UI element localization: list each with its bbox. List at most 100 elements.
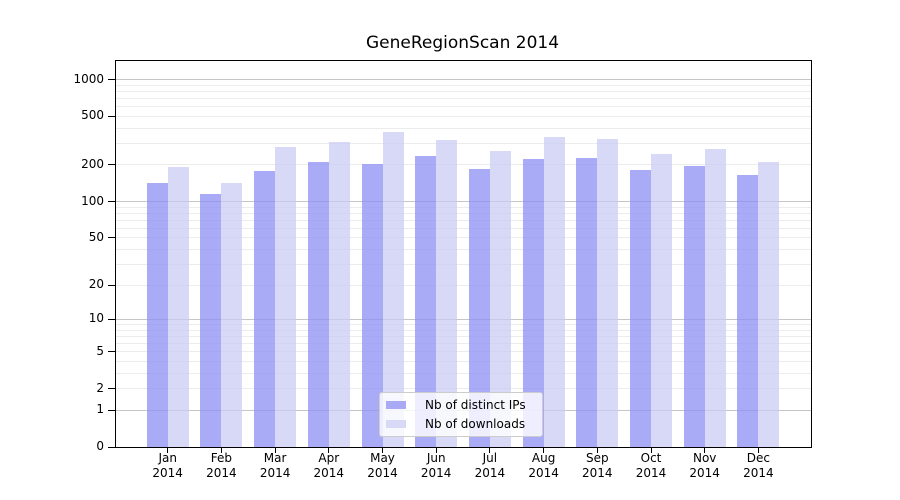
gridline-y-5 [116, 351, 811, 353]
y-tick-10 [108, 318, 115, 320]
y-tick-label-10: 10 [88, 311, 104, 326]
bar-distinct-ips-mar [254, 170, 276, 447]
gridline-y-60 [116, 227, 811, 229]
gridline-y-30 [116, 263, 811, 265]
x-tick-label-jul: Jul 2014 [474, 451, 506, 480]
x-tick-jul [489, 448, 491, 453]
gridline-y-4 [116, 360, 811, 362]
gridline-y-3 [116, 372, 811, 374]
bar-distinct-ips-dec [737, 175, 759, 447]
y-tick-50 [108, 237, 115, 239]
x-tick-label-sep: Sep 2014 [582, 451, 613, 480]
bar-downloads-oct [651, 154, 672, 447]
x-tick-oct [650, 448, 652, 453]
x-tick-label-mar: Mar 2014 [259, 451, 291, 480]
legend-label-distinct-ips: Nb of distinct IPs [425, 398, 526, 413]
bar-downloads-sep [597, 138, 619, 447]
gridline-y-40 [116, 249, 811, 251]
gridline-y-800 [116, 90, 811, 92]
gridline-y-7 [116, 335, 811, 337]
y-tick-100 [108, 201, 115, 203]
bar-downloads-jan [167, 167, 189, 447]
bar-downloads-feb [221, 183, 243, 447]
legend-label-downloads: Nb of downloads [425, 416, 526, 431]
x-tick-dec [757, 448, 759, 453]
bar-distinct-ips-jun [415, 155, 437, 447]
gridline-y-6 [116, 343, 811, 345]
gridline-y-1000 [116, 79, 811, 81]
y-tick-label-1: 1 [96, 402, 104, 417]
x-tick-label-nov: Nov 2014 [689, 451, 720, 480]
x-tick-label-jun: Jun 2014 [420, 451, 452, 480]
bar-downloads-nov [704, 148, 726, 447]
y-tick-label-0: 0 [96, 439, 104, 453]
gridline-y-500 [116, 115, 811, 117]
x-tick-label-oct: Oct 2014 [635, 451, 667, 480]
y-tick-1 [108, 409, 115, 411]
legend-item-distinct-ips: Nb of distinct IPs [386, 396, 534, 414]
y-tick-label-50: 50 [88, 229, 104, 244]
gridline-y-10 [116, 318, 811, 320]
x-tick-may [382, 448, 383, 453]
y-tick-20 [108, 284, 115, 286]
y-tick-500 [108, 115, 115, 117]
legend-swatch-downloads [386, 419, 406, 428]
bar-downloads-dec [758, 162, 780, 447]
gridline-y-90 [116, 206, 811, 208]
gridline-y-700 [116, 98, 811, 100]
legend-swatch-distinct-ips [386, 401, 406, 410]
y-tick-2 [108, 388, 115, 390]
y-tick-label-20: 20 [88, 277, 104, 292]
bar-distinct-ips-sep [576, 157, 598, 447]
x-tick-apr [328, 448, 330, 453]
x-tick-label-dec: Dec 2014 [743, 451, 774, 480]
gridline-y-200 [116, 164, 811, 166]
x-tick-jun [435, 448, 437, 453]
x-tick-label-may: May 2014 [367, 451, 398, 480]
y-tick-200 [108, 164, 115, 166]
x-tick-jan [167, 448, 169, 453]
bar-downloads-jun [436, 140, 458, 447]
bar-downloads-may [382, 132, 404, 447]
gridline-y-400 [116, 127, 811, 129]
y-tick-label-500: 500 [81, 108, 104, 123]
x-tick-feb [220, 448, 222, 453]
gridline-y-600 [116, 106, 811, 108]
gridline-y-2 [116, 388, 811, 390]
y-tick-0 [108, 446, 115, 448]
gridline-y-80 [116, 212, 811, 214]
bar-distinct-ips-jul [468, 168, 490, 447]
x-tick-nov [704, 448, 706, 453]
x-tick-aug [543, 448, 545, 453]
bar-distinct-ips-nov [683, 165, 705, 447]
x-tick-label-feb: Feb 2014 [206, 451, 237, 480]
bar-downloads-mar [275, 146, 297, 447]
gridline-y-8 [116, 329, 811, 331]
bar-distinct-ips-jan [146, 183, 168, 447]
y-tick-label-2: 2 [96, 380, 104, 395]
gridline-y-900 [116, 84, 811, 86]
chart-title: GeneRegionScan 2014 [365, 33, 560, 53]
bar-distinct-ips-may [361, 163, 383, 447]
gridline-y-9 [116, 324, 811, 326]
gridline-y-50 [116, 237, 811, 239]
bar-downloads-apr [328, 142, 350, 447]
bar-distinct-ips-apr [307, 161, 329, 447]
bar-downloads-jul [489, 150, 511, 447]
x-tick-label-aug: Aug 2014 [528, 451, 559, 480]
y-tick-5 [108, 351, 115, 353]
y-tick-label-1000: 1000 [73, 71, 104, 86]
legend-item-downloads: Nb of downloads [386, 415, 534, 433]
bar-distinct-ips-feb [200, 193, 222, 447]
x-tick-label-jan: Jan 2014 [152, 451, 183, 480]
legend: Nb of distinct IPs Nb of downloads [379, 392, 543, 437]
y-tick-1000 [108, 79, 115, 81]
plot-area [115, 60, 812, 448]
y-tick-label-100: 100 [81, 193, 104, 208]
gridline-y-70 [116, 219, 811, 221]
bar-distinct-ips-aug [522, 158, 544, 447]
x-tick-label-apr: Apr 2014 [313, 451, 345, 480]
y-tick-label-200: 200 [81, 156, 104, 171]
x-tick-sep [596, 448, 598, 453]
